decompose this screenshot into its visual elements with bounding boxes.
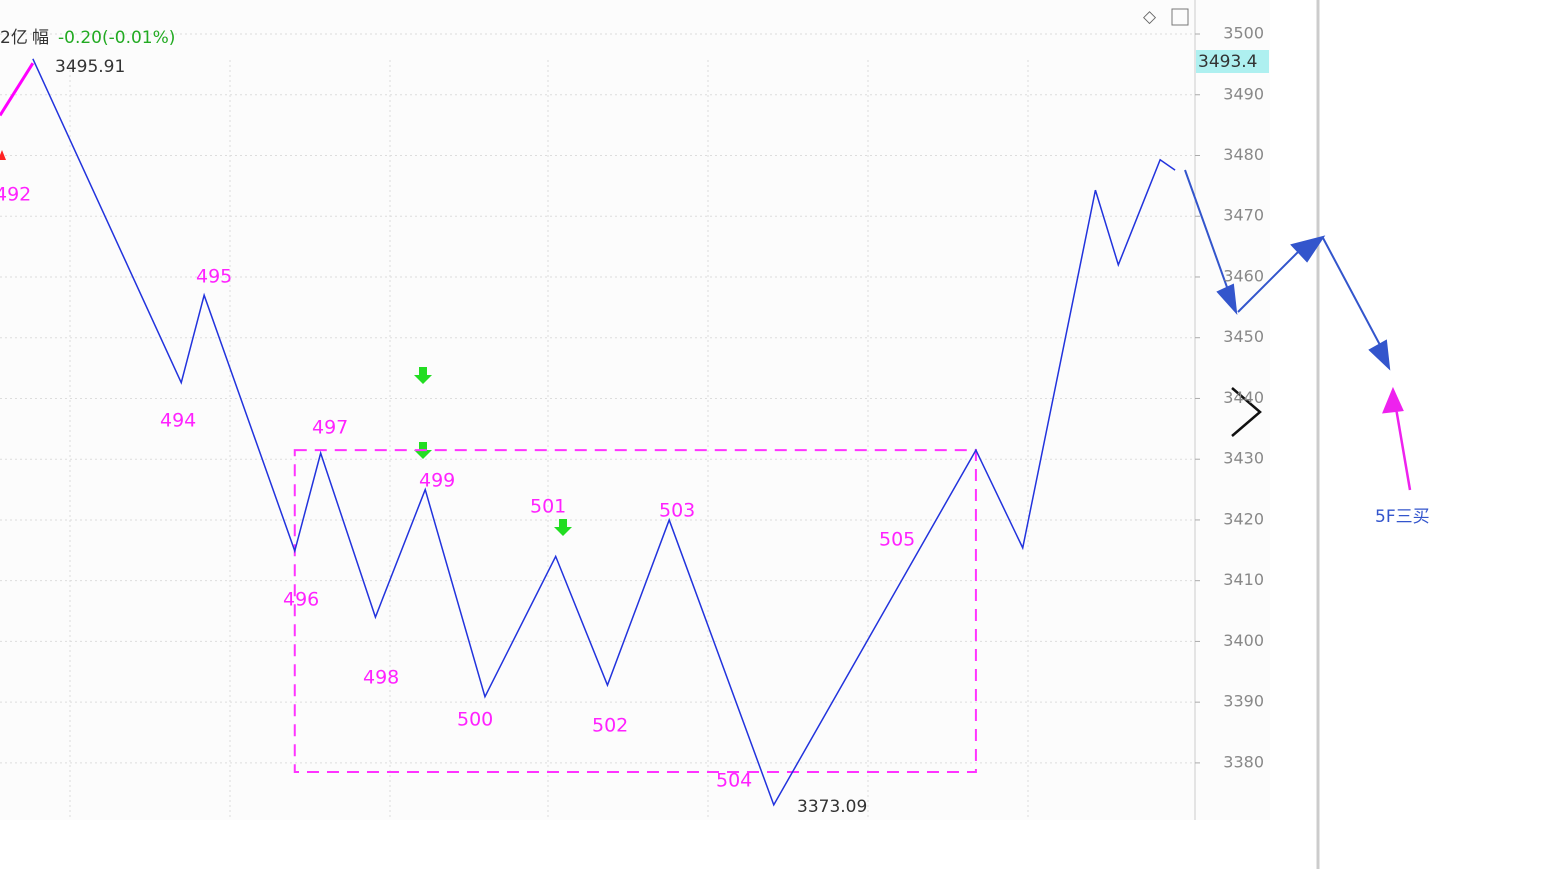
high-label: 3495.91 [55, 57, 125, 77]
next-button[interactable] [1231, 387, 1262, 437]
down-arrow [554, 519, 572, 536]
y-tick-label: 3470 [1223, 206, 1264, 225]
up-arrow [0, 150, 6, 160]
y-tick-label: 3440 [1223, 388, 1264, 407]
zigzag-line [32, 58, 1176, 807]
pivot-label: 498 [363, 667, 399, 689]
y-tick-label: 3380 [1223, 752, 1264, 771]
pivot-label: 492 [0, 184, 31, 206]
zone-box [293, 449, 977, 774]
down-arrow [414, 367, 432, 384]
pivot-label: 502 [592, 715, 628, 737]
y-tick-label: 3410 [1223, 570, 1264, 589]
pivot-label: 504 [716, 770, 752, 792]
change: -0.20(-0.01%) [58, 28, 175, 48]
pivot-label: 496 [283, 589, 319, 611]
pivot-label: 500 [457, 709, 493, 731]
y-tick-label: 3500 [1223, 24, 1264, 43]
pivot-label: 505 [879, 529, 915, 551]
last-price: 3493.4 [1198, 52, 1257, 72]
pivot-label: 499 [419, 470, 455, 492]
change-label: 幅 [32, 28, 49, 48]
y-tick-label: 3450 [1223, 327, 1264, 346]
y-tick-label: 3480 [1223, 145, 1264, 164]
y-tick-label: 3490 [1223, 84, 1264, 103]
icon-panel[interactable] [1171, 8, 1189, 26]
grid [0, 33, 1195, 820]
pivot-label: 503 [659, 500, 695, 522]
y-tick-label: 3460 [1223, 266, 1264, 285]
annotation: 5F三买 [1375, 507, 1430, 527]
plot-bg [0, 0, 1270, 820]
icon-diamond[interactable]: ◇ [1143, 7, 1157, 27]
y-tick-label: 3420 [1223, 509, 1264, 528]
amount: 2亿 [0, 28, 28, 48]
y-tick-label: 3390 [1223, 692, 1264, 711]
pivot-label: 495 [196, 266, 232, 288]
last-price-bg [1196, 50, 1269, 73]
y-tick-label: 3430 [1223, 449, 1264, 468]
forecast-arrows [1184, 169, 1391, 371]
annotation-arrow [1382, 386, 1412, 491]
y-tick-label: 3400 [1223, 631, 1264, 650]
pivot-label: 501 [530, 496, 566, 518]
pivot-label: 494 [160, 410, 196, 432]
low-label: 3373.09 [797, 797, 867, 817]
zigzag-line [0, 62, 35, 117]
pivot-label: 497 [312, 417, 348, 439]
